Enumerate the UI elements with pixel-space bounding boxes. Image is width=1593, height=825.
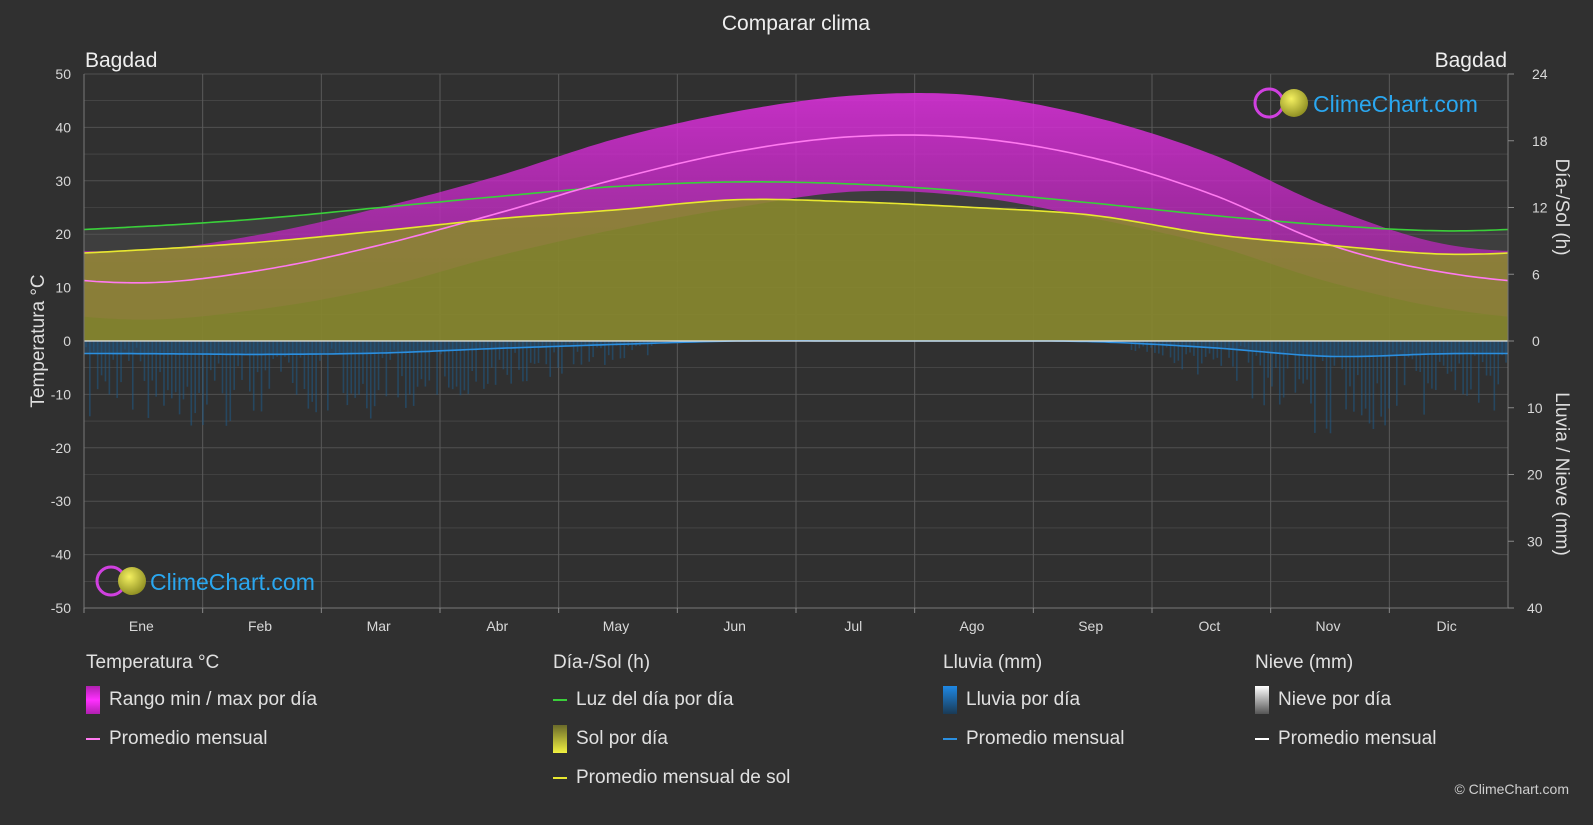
- legend-item-rain-avg: Promedio mensual: [943, 719, 1124, 758]
- legend-item-temp-range: Rango min / max por día: [86, 680, 317, 719]
- x-tick-label: Sep: [1078, 618, 1103, 634]
- y-right-bottom-tick-label: 20: [1527, 467, 1543, 483]
- legend-item-rain: Lluvia por día: [943, 680, 1124, 719]
- y-axis-right-top-label: Día-/Sol (h): [1551, 158, 1572, 255]
- legend-item-sun: Sol por día: [553, 719, 790, 758]
- legend-item-snow-avg: Promedio mensual: [1255, 719, 1436, 758]
- y-left-tick-label: 20: [55, 226, 71, 242]
- sun-avg-swatch: [553, 776, 567, 779]
- legend-item-daylight: Luz del día por día: [553, 680, 790, 719]
- y-right-top-tick-label: 18: [1532, 133, 1548, 149]
- legend-label: Luz del día por día: [576, 688, 734, 710]
- climate-chart: Comparar clima Bagdad Bagdad 50 40 30 20 10 0…: [28, 12, 1572, 634]
- snow-avg-swatch: [1255, 737, 1269, 740]
- y-right-top-tick-label: 12: [1532, 200, 1548, 216]
- legend-title-rain: Lluvia (mm): [943, 652, 1043, 673]
- legend-group-snow: Nieve (mm) Nieve por día Promedio mensua…: [1255, 652, 1436, 758]
- y-left-tick-label: 10: [55, 280, 71, 296]
- y-right-bottom-tick-label: 30: [1527, 533, 1543, 549]
- daylight-swatch: [553, 698, 567, 701]
- logo-sun-icon: [1280, 89, 1308, 117]
- x-tick-label: Nov: [1316, 618, 1341, 634]
- chart-title: Comparar clima: [722, 12, 871, 35]
- rain-swatch: [943, 685, 957, 714]
- y-left-tick-label: -20: [51, 440, 71, 456]
- location-right: Bagdad: [1435, 49, 1507, 72]
- y-left-tick-label: -10: [51, 386, 71, 402]
- plot-area: [84, 93, 1508, 434]
- y-right-top-tick-label: 0: [1532, 333, 1540, 349]
- legend-title-temperature: Temperatura °C: [86, 652, 220, 673]
- legend-label: Promedio mensual: [1278, 727, 1437, 749]
- legend-label: Nieve por día: [1278, 688, 1392, 710]
- y-right-bottom-tick-label: 40: [1527, 600, 1543, 616]
- y-left-tick-label: -40: [51, 547, 71, 563]
- x-tick-label: Ene: [129, 618, 154, 634]
- x-tick-label: Mar: [367, 618, 391, 634]
- legend-title-snow: Nieve (mm): [1255, 652, 1354, 673]
- y-left-tick-label: 0: [63, 333, 71, 349]
- legend-label: Lluvia por día: [966, 688, 1081, 710]
- rain-area: [84, 340, 1508, 357]
- x-tick-label: Ago: [960, 618, 985, 634]
- legend-label: Promedio mensual: [966, 727, 1125, 749]
- x-tick-label: Abr: [486, 618, 508, 634]
- temp-range-swatch: [86, 685, 100, 714]
- x-tick-label: Dic: [1437, 618, 1457, 634]
- y-left-tick-label: 50: [55, 66, 71, 82]
- sun-area: [84, 199, 1508, 341]
- x-tick-label: Jul: [844, 618, 862, 634]
- logo-bottom[interactable]: ClimeChart.com: [95, 565, 315, 597]
- snow-swatch: [1255, 685, 1269, 714]
- x-tick-label: Feb: [248, 618, 272, 634]
- y-right-top-tick-label: 24: [1532, 66, 1548, 82]
- legend-title-sun: Día-/Sol (h): [553, 652, 651, 673]
- legend-label: Promedio mensual de sol: [576, 766, 791, 788]
- axes: 50 40 30 20 10 0 -10 -20 -30 -40 -50 24 18 12 6 0 10 20 30…: [51, 66, 1548, 634]
- logo-top-text: ClimeChart.com: [1313, 91, 1478, 117]
- y-right-bottom-tick-label: 10: [1527, 400, 1543, 416]
- y-right-top-tick-label: 6: [1532, 266, 1540, 282]
- x-tick-label: Oct: [1198, 618, 1220, 634]
- legend-label: Rango min / max por día: [109, 688, 318, 710]
- temp-avg-line: [84, 134, 1508, 284]
- logo-bottom-text: ClimeChart.com: [150, 569, 315, 595]
- legend-item-temp-avg: Promedio mensual: [86, 719, 317, 758]
- sun-swatch: [553, 724, 567, 753]
- y-axis-right-bottom-label: Lluvia / Nieve (mm): [1551, 392, 1572, 556]
- legend-group-sun: Día-/Sol (h) Luz del día por día Sol por…: [553, 652, 790, 797]
- temp-avg-swatch: [86, 737, 100, 740]
- legend-group-temperature: Temperatura °C Rango min / max por día P…: [86, 652, 317, 758]
- y-left-tick-label: 30: [55, 173, 71, 189]
- legend-label: Sol por día: [576, 727, 668, 749]
- legend: Temperatura °C Rango min / max por día P…: [0, 652, 1593, 812]
- legend-group-rain: Lluvia (mm) Lluvia por día Promedio mens…: [943, 652, 1124, 758]
- rain-avg-swatch: [943, 737, 957, 740]
- copyright[interactable]: © ClimeChart.com: [1454, 781, 1569, 797]
- legend-item-sun-avg: Promedio mensual de sol: [553, 758, 790, 797]
- y-axis-left-label: Temperatura °C: [28, 274, 49, 407]
- sun-avg-line: [84, 198, 1508, 256]
- logo-sun-icon: [118, 567, 146, 595]
- y-left-tick-label: -30: [51, 493, 71, 509]
- y-left-tick-label: -50: [51, 600, 71, 616]
- logo-ring-icon: [1253, 87, 1285, 119]
- legend-label: Promedio mensual: [109, 727, 268, 749]
- y-left-tick-label: 40: [55, 119, 71, 135]
- legend-item-snow: Nieve por día: [1255, 680, 1436, 719]
- logo-top[interactable]: ClimeChart.com: [1253, 87, 1478, 119]
- x-tick-label: May: [603, 618, 629, 634]
- x-tick-label: Jun: [723, 618, 746, 634]
- location-left: Bagdad: [85, 49, 157, 72]
